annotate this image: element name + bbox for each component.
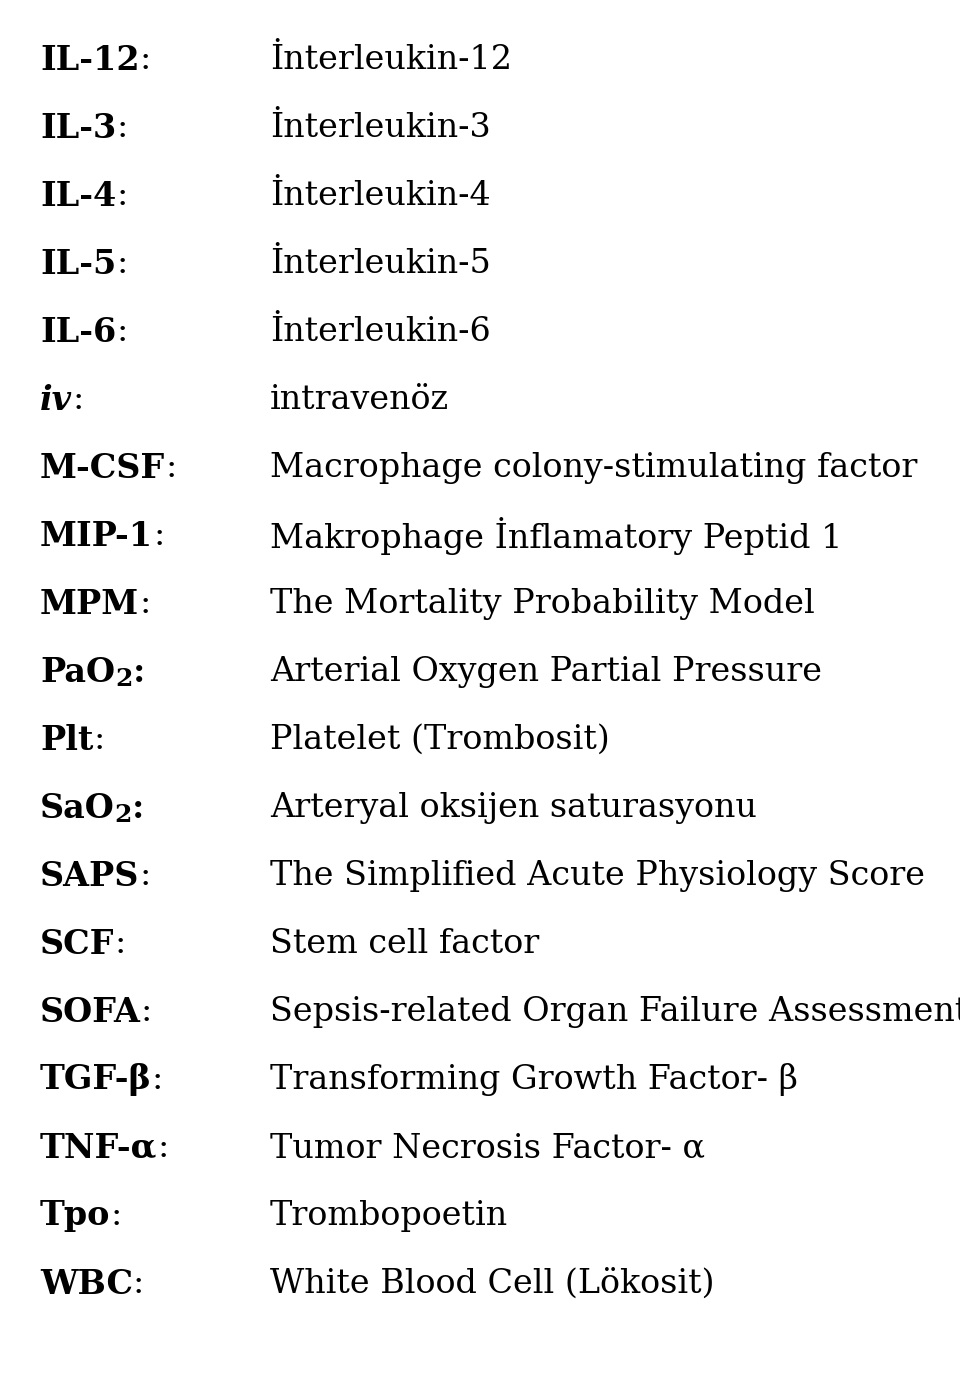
Text: WBC: WBC xyxy=(40,1267,133,1301)
Text: Stem cell factor: Stem cell factor xyxy=(270,928,540,960)
Text: İnterleukin-4: İnterleukin-4 xyxy=(270,180,491,212)
Text: 2: 2 xyxy=(115,668,132,691)
Text: Tpo: Tpo xyxy=(40,1199,110,1233)
Text: :: : xyxy=(154,519,164,553)
Text: Arterial Oxygen Partial Pressure: Arterial Oxygen Partial Pressure xyxy=(270,656,822,688)
Text: IL-3: IL-3 xyxy=(40,112,116,144)
Text: :: : xyxy=(116,112,128,144)
Text: İnterleukin-6: İnterleukin-6 xyxy=(270,316,491,348)
Text: Sepsis-related Organ Failure Assessment: Sepsis-related Organ Failure Assessment xyxy=(270,996,960,1028)
Text: :: : xyxy=(139,589,151,620)
Text: intravenöz: intravenöz xyxy=(270,384,449,416)
Text: :: : xyxy=(116,316,128,348)
Text: :: : xyxy=(141,996,153,1028)
Text: :: : xyxy=(116,248,128,280)
Text: :: : xyxy=(93,724,105,756)
Text: TNF-α: TNF-α xyxy=(40,1132,157,1165)
Text: Makrophage İnflamatory Peptid 1: Makrophage İnflamatory Peptid 1 xyxy=(270,517,842,555)
Text: İnterleukin-5: İnterleukin-5 xyxy=(270,248,491,280)
Text: MPM: MPM xyxy=(40,587,139,620)
Text: IL-5: IL-5 xyxy=(40,248,116,281)
Text: PaO: PaO xyxy=(40,655,115,688)
Text: SCF: SCF xyxy=(40,928,114,961)
Text: IL-12: IL-12 xyxy=(40,43,139,76)
Text: SaO: SaO xyxy=(40,791,115,824)
Text: MIP-1: MIP-1 xyxy=(40,519,154,553)
Text: IL-4: IL-4 xyxy=(40,180,116,212)
Text: Trombopoetin: Trombopoetin xyxy=(270,1199,508,1233)
Text: Platelet (Trombosit): Platelet (Trombosit) xyxy=(270,724,610,756)
Text: :: : xyxy=(152,1064,163,1096)
Text: Arteryal oksijen saturasyonu: Arteryal oksijen saturasyonu xyxy=(270,792,756,824)
Text: :: : xyxy=(116,180,128,212)
Text: :: : xyxy=(72,384,84,416)
Text: İnterleukin-12: İnterleukin-12 xyxy=(270,44,512,76)
Text: :: : xyxy=(133,1269,144,1301)
Text: TGF-β: TGF-β xyxy=(40,1064,152,1097)
Text: Macrophage colony-stimulating factor: Macrophage colony-stimulating factor xyxy=(270,452,918,483)
Text: :: : xyxy=(132,791,145,824)
Text: :: : xyxy=(132,655,145,688)
Text: The Mortality Probability Model: The Mortality Probability Model xyxy=(270,589,815,620)
Text: SAPS: SAPS xyxy=(40,860,139,892)
Text: :: : xyxy=(110,1199,122,1233)
Text: :: : xyxy=(139,44,151,76)
Text: Transforming Growth Factor- β: Transforming Growth Factor- β xyxy=(270,1064,798,1097)
Text: :: : xyxy=(157,1132,169,1163)
Text: :: : xyxy=(114,928,126,960)
Text: Plt: Plt xyxy=(40,723,93,756)
Text: IL-6: IL-6 xyxy=(40,316,116,349)
Text: SOFA: SOFA xyxy=(40,996,141,1029)
Text: İnterleukin-3: İnterleukin-3 xyxy=(270,112,491,144)
Text: White Blood Cell (Lökosit): White Blood Cell (Lökosit) xyxy=(270,1269,714,1301)
Text: :: : xyxy=(139,860,151,892)
Text: :: : xyxy=(165,452,177,483)
Text: iv: iv xyxy=(40,384,72,417)
Text: Tumor Necrosis Factor- α: Tumor Necrosis Factor- α xyxy=(270,1132,705,1163)
Text: M-CSF: M-CSF xyxy=(40,452,165,485)
Text: The Simplified Acute Physiology Score: The Simplified Acute Physiology Score xyxy=(270,860,925,892)
Text: 2: 2 xyxy=(115,803,132,827)
